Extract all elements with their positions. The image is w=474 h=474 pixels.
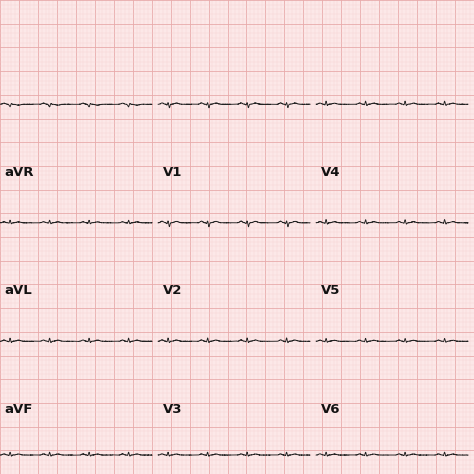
Text: V6: V6 xyxy=(321,403,340,416)
Text: V5: V5 xyxy=(321,284,340,297)
Text: V3: V3 xyxy=(163,403,182,416)
Text: aVR: aVR xyxy=(5,166,34,179)
Text: V2: V2 xyxy=(163,284,182,297)
Text: V1: V1 xyxy=(163,166,182,179)
Text: aVF: aVF xyxy=(5,403,33,416)
Text: V4: V4 xyxy=(321,166,340,179)
Text: aVL: aVL xyxy=(5,284,33,297)
